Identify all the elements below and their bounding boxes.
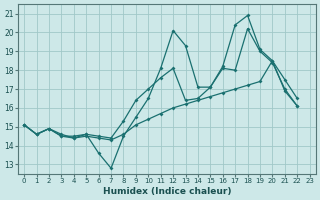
X-axis label: Humidex (Indice chaleur): Humidex (Indice chaleur) <box>103 187 231 196</box>
